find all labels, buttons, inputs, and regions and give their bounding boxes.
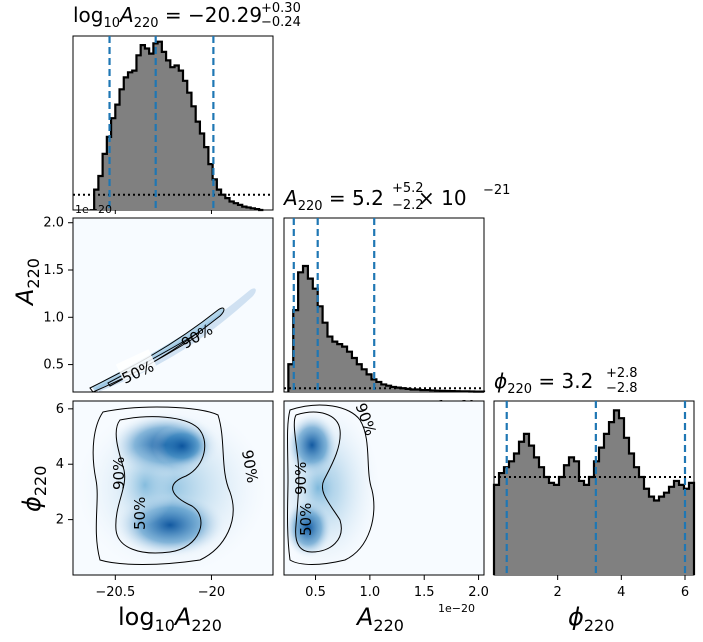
y-tick-label: 1.0 [43,310,64,325]
title-logA-var: A [118,3,134,27]
contour-90 [287,404,375,565]
title-A-low: −2.2 [392,198,424,213]
svg-text:A220: A220 [11,258,43,307]
title-phi-low: −2.8 [606,381,638,396]
A-histogram [284,218,486,393]
svg-text:log10A220 = −20.29: log10A220 = −20.29 [73,3,262,31]
ylabel-phi-var: ϕ [18,496,46,512]
y-tick-label: 6 [56,402,64,417]
x-tick-label: 1.5 [414,585,435,600]
title-logA-sup: +0.30 [261,1,301,16]
hist-outline [492,409,696,575]
hist-fill [494,410,694,575]
title-logA-sub1: 10 [104,16,121,31]
svg-text:log10A220: log10A220 [118,603,222,635]
title-phi-sup: +2.8 [606,366,638,381]
xlabel-phi-var: ϕ [568,603,584,631]
contour-label-90-right: 90% [238,448,262,484]
hist-outline [287,264,486,393]
xlabel-logA: log10A220 [118,603,222,635]
x-tick-label: 0.5 [305,585,326,600]
title-logA-base: log [73,3,104,27]
offset-text-logA: 1e−20 [75,203,112,216]
x-tick-label: 4 [617,585,625,600]
x-tick-label: 2 [554,585,562,600]
panel-A-marginal: 1e−20 A220 = 5.2 +5.2 −2.2 × 10 −21 [282,181,510,411]
svg-text:ϕ220: ϕ220 [18,466,50,512]
y-tick-label: 1.5 [43,263,64,278]
title-A-exp: −21 [483,183,510,198]
xaxis-logA-ticks: −20.5 −20 [95,575,225,600]
title-phi: ϕ220 = 3.2 +2.8 −2.8 [494,366,638,397]
title-A: A220 = 5.2 +5.2 −2.2 × 10 −21 [282,181,510,214]
y-tick-label: 2 [56,513,64,528]
x-tick-label: 2.0 [468,585,489,600]
title-A-tail: × 10 [418,186,467,210]
logA-histogram [73,36,273,214]
contour-label-90-left: 90% [292,462,310,495]
panel-logA-vs-A: 50% 90% 0.51.01.52.0 A220 [11,216,274,393]
svg-text:A220 = 5.2: A220 = 5.2 [282,186,384,214]
density-bridge [115,445,175,525]
xlabel-A-sub: 220 [373,616,404,635]
hist-outline [93,40,264,212]
x-tick-label: −20.5 [95,585,135,600]
xaxis-A-ticks: 0.5 1.0 1.5 2.0 [305,575,489,600]
ylabel-A: A220 [11,258,43,307]
y-tick-label: 0.5 [43,358,64,373]
svg-text:A220: A220 [355,603,404,635]
contour-label-90: 90% [110,457,128,490]
panel-A-vs-phi: 50% 90% 90% 0.5 1.0 1.5 2.0 1e−20 A220 [270,400,489,635]
xlabel-phi-sub: 220 [584,616,615,635]
density-peak-upper-core [152,424,212,468]
panel-frame [283,400,485,576]
title-logA-sub2: 220 [134,16,159,31]
y-tick-label: 4 [56,457,64,472]
title-phi-sub: 220 [507,382,532,397]
hist-fill [94,41,264,211]
x-tick-label: 1.0 [360,585,381,600]
x-tick-label: −20 [198,585,225,600]
xlabel-logA-sub1: 10 [155,616,175,635]
panel-logA-vs-phi: 90% 50% 90% 246 −20.5 −20 ϕ220 log10A220 [18,400,274,635]
title-A-eq: = 5.2 [323,186,384,210]
title-phi-eq: = 3.2 [532,369,593,393]
ylabel-phi: ϕ220 [18,466,50,512]
xlabel-logA-var: A [173,603,191,631]
phi-histogram [492,401,696,575]
title-A-var: A [282,186,298,210]
title-logA: log10A220 = −20.29 +0.30 −0.24 [73,1,301,31]
ylabel-phi-sub: 220 [31,466,50,497]
title-A-sub: 220 [298,199,323,214]
title-logA-eq: = −20.29 [159,3,263,27]
y-tick-label: 2.0 [43,216,64,231]
x-tick-label: 6 [681,585,689,600]
contour-50 [293,411,342,553]
title-A-sup: +5.2 [392,181,424,196]
yaxis-phi-ticks: 2 4 6 [56,402,73,528]
svg-text:ϕ220 = 3.2: ϕ220 = 3.2 [494,369,593,397]
xlabel-A: A220 [355,603,404,635]
offset-text-A-bottom: 1e−20 [438,602,475,615]
xlabel-logA-sub2: 220 [191,616,222,635]
hist-fill [288,266,484,392]
ylabel-A-sub: 220 [24,258,43,289]
label-bg-50 [115,349,157,381]
contour-90 [92,406,234,565]
xaxis-phi-ticks: 2 4 6 [554,575,689,600]
yaxis-A-ticks: 0.5 1.0 1.5 2.0 [43,216,73,373]
xlabel-phi: ϕ220 [568,603,614,635]
ylabel-A-var: A [11,289,39,307]
svg-text:ϕ220: ϕ220 [568,603,614,635]
contour-label-50: 50% [131,497,149,530]
panel-logA-marginal: 1e−20 log10A220 = −20.29 +0.30 −0.24 [72,1,301,216]
xlabel-A-var: A [355,603,373,631]
contour-label-50: 50% [297,503,315,536]
xlabel-logA-base: log [118,603,155,631]
title-phi-var: ϕ [494,369,507,393]
contour-50 [115,416,206,554]
title-logA-low: −0.24 [261,15,301,30]
